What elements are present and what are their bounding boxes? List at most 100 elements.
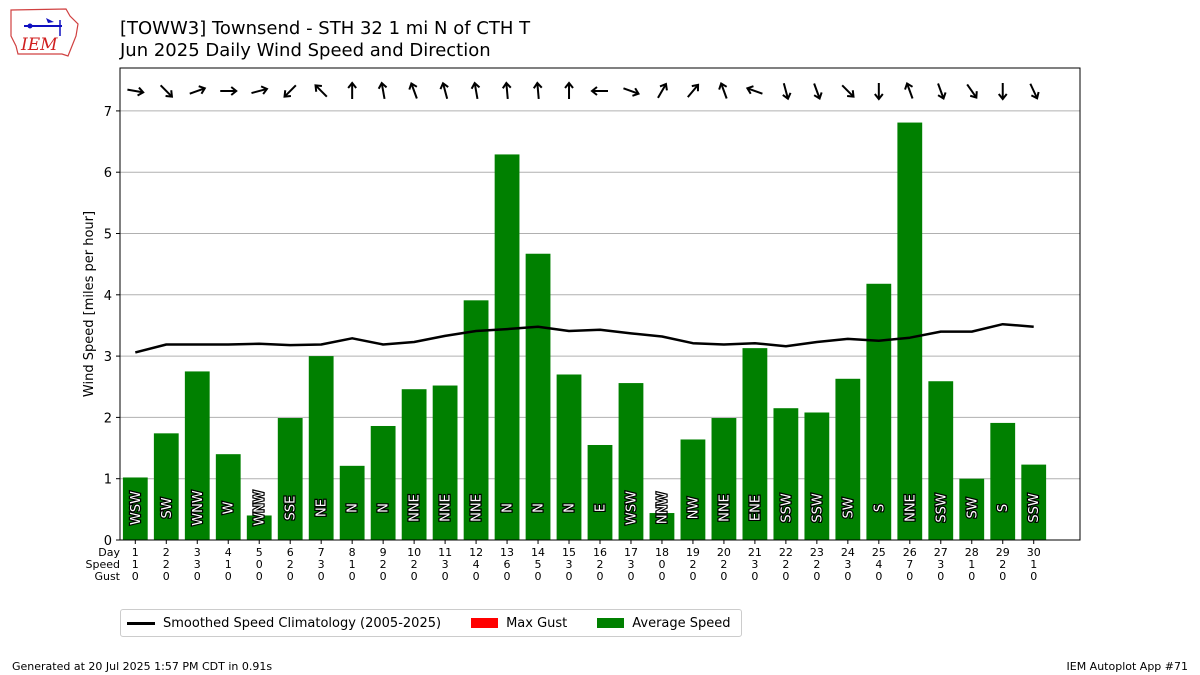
day-tick-label: 13 xyxy=(500,546,514,559)
chart-title: [TOWW3] Townsend - STH 32 1 mi N of CTH … xyxy=(120,18,531,39)
speed-tick-label: 2 xyxy=(782,558,789,571)
y-tick-label: 7 xyxy=(104,105,112,120)
wind-arrow-icon xyxy=(590,86,608,96)
day-tick-label: 7 xyxy=(318,546,325,559)
arrow-head xyxy=(691,83,700,92)
gust-tick-label: 0 xyxy=(844,570,851,583)
average-speed-bar xyxy=(587,444,613,540)
speed-tick-label: 2 xyxy=(287,558,294,571)
arrow-shaft xyxy=(937,83,945,99)
gust-tick-label: 0 xyxy=(442,570,449,583)
direction-label: N xyxy=(346,503,361,513)
gust-tick-label: 0 xyxy=(813,570,820,583)
speed-tick-label: 2 xyxy=(720,558,727,571)
speed-tick-label: 3 xyxy=(751,558,758,571)
wind-arrow-icon xyxy=(687,83,700,98)
gust-tick-label: 0 xyxy=(163,570,170,583)
day-tick-label: 8 xyxy=(349,546,356,559)
legend-label-gust: Max Gust xyxy=(506,615,568,631)
arrow-head xyxy=(874,93,884,101)
arrow-head xyxy=(590,86,598,96)
direction-label: N xyxy=(501,503,516,513)
average-speed-bar xyxy=(370,425,396,540)
wind-arrow-icon xyxy=(283,84,297,98)
day-tick-label: 29 xyxy=(996,546,1010,559)
day-tick-label: 11 xyxy=(438,546,452,559)
wind-arrow-icon xyxy=(501,81,512,100)
legend-average-swatch xyxy=(597,618,625,628)
wind-arrow-icon xyxy=(439,81,449,99)
speed-tick-label: 0 xyxy=(256,558,263,571)
average-speed-bar xyxy=(153,433,179,540)
day-tick-label: 16 xyxy=(593,546,607,559)
wind-arrow-icon xyxy=(251,85,269,95)
arrow-shaft xyxy=(127,88,144,94)
wind-arrow-icon xyxy=(937,83,947,101)
speed-tick-label: 6 xyxy=(504,558,511,571)
arrow-shaft xyxy=(906,83,914,99)
average-speed-bar xyxy=(277,418,303,540)
day-tick-label: 9 xyxy=(380,546,387,559)
gust-tick-label: 0 xyxy=(504,570,511,583)
arrow-shaft xyxy=(1029,83,1039,99)
speed-tick-label: 2 xyxy=(689,558,696,571)
direction-label: NW xyxy=(686,497,701,520)
gust-tick-label: 0 xyxy=(597,570,604,583)
arrow-head xyxy=(659,82,668,91)
speed-tick-label: 3 xyxy=(442,558,449,571)
arrow-head xyxy=(632,87,641,97)
row-label-speed: Speed xyxy=(86,558,120,571)
legend-gust-swatch xyxy=(471,618,499,628)
arrow-head xyxy=(283,90,292,98)
speed-tick-label: 2 xyxy=(380,558,387,571)
y-tick-label: 3 xyxy=(104,350,112,365)
average-speed-bar xyxy=(525,253,551,541)
wind-arrow-icon xyxy=(623,87,641,97)
arrow-shaft xyxy=(283,84,297,98)
arrow-shaft xyxy=(159,84,173,98)
legend-label-climatology: Smoothed Speed Climatology (2005-2025) xyxy=(163,615,442,631)
speed-tick-label: 1 xyxy=(1030,558,1037,571)
speed-tick-label: 4 xyxy=(875,558,882,571)
day-tick-label: 21 xyxy=(748,546,762,559)
average-speed-bar xyxy=(339,465,365,540)
day-tick-label: 6 xyxy=(287,546,294,559)
direction-label: E xyxy=(594,504,609,512)
arrow-shaft xyxy=(720,83,728,99)
y-tick-label: 2 xyxy=(104,411,112,426)
arrow-head xyxy=(1030,91,1040,100)
day-tick-label: 27 xyxy=(934,546,948,559)
gust-tick-label: 0 xyxy=(906,570,913,583)
speed-tick-label: 2 xyxy=(163,558,170,571)
gust-tick-label: 0 xyxy=(194,570,201,583)
legend-label-average: Average Speed xyxy=(632,615,731,631)
direction-label: NNE xyxy=(903,494,918,522)
average-speed-bar xyxy=(866,283,892,540)
day-tick-label: 26 xyxy=(903,546,917,559)
app-note: IEM Autoplot App #71 xyxy=(1066,660,1189,673)
average-speed-bar xyxy=(990,422,1016,540)
iem-logo: IEM xyxy=(8,6,80,60)
direction-label: NE xyxy=(315,499,330,517)
gust-tick-label: 0 xyxy=(473,570,480,583)
average-speed-bar xyxy=(184,371,210,540)
wind-arrow-icon xyxy=(189,85,207,95)
average-speed-bar xyxy=(711,418,737,540)
direction-label: NNW xyxy=(655,492,670,524)
arrow-head xyxy=(408,81,418,90)
arrow-shaft xyxy=(442,83,449,99)
direction-label: N xyxy=(563,503,578,513)
arrow-head xyxy=(997,93,1008,101)
arrow-head xyxy=(260,85,269,95)
arrow-head xyxy=(439,81,449,90)
wind-arrow-icon xyxy=(841,84,855,98)
arrow-shaft xyxy=(966,83,978,99)
wind-arrow-icon xyxy=(314,84,328,98)
y-tick-label: 0 xyxy=(104,534,112,549)
gust-tick-label: 0 xyxy=(566,570,573,583)
average-speed-bar xyxy=(215,454,241,540)
direction-label: WNW xyxy=(253,490,268,526)
arrow-head xyxy=(847,90,855,98)
arrow-head xyxy=(165,90,174,98)
